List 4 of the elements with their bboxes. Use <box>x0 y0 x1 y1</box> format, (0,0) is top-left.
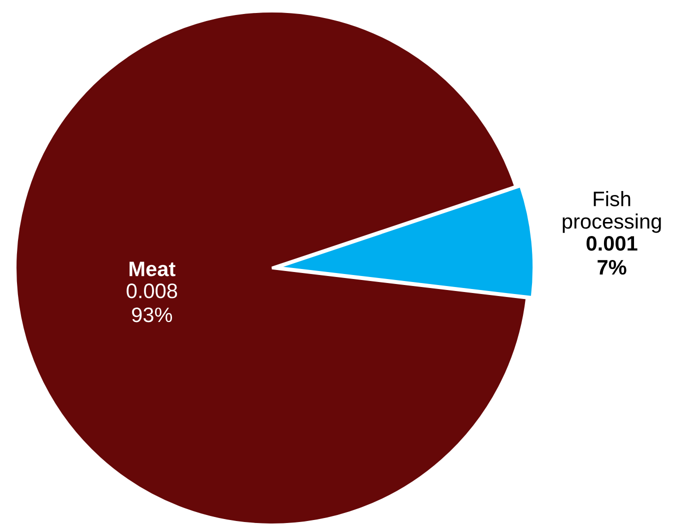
slice-label: Meat <box>130 262 176 276</box>
slice-label: Fish processing <box>562 191 661 233</box>
data-label: 0.001 7% <box>586 236 638 275</box>
data-label: 0.008 93% <box>126 284 178 322</box>
